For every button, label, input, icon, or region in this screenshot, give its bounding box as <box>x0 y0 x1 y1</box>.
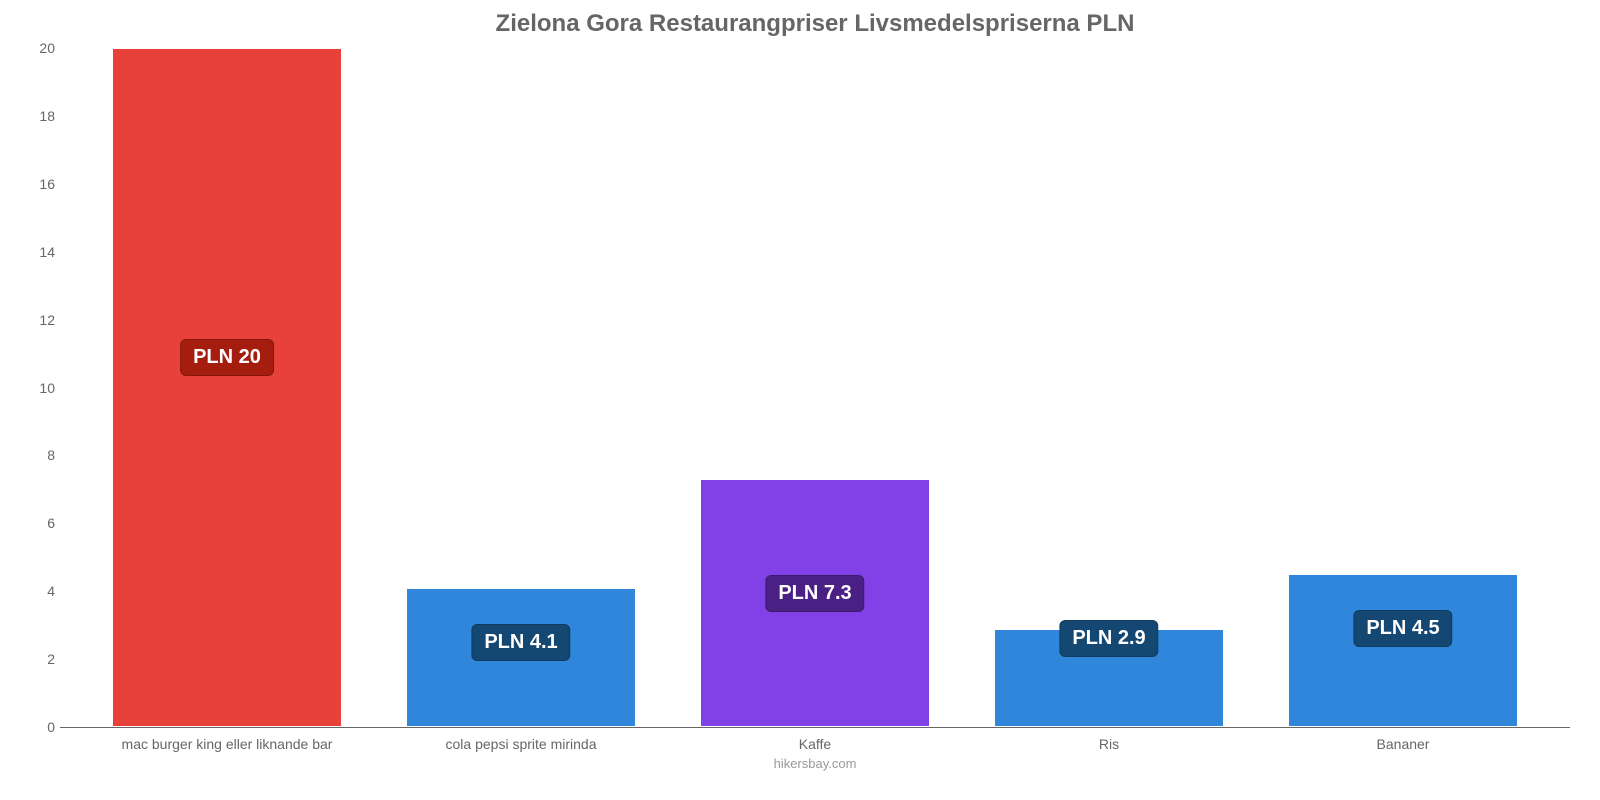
bar-group: PLN 4.5 <box>1256 48 1550 727</box>
attribution-text: hikersbay.com <box>60 756 1570 771</box>
y-tick-label: 12 <box>15 312 55 328</box>
y-tick-label: 8 <box>15 447 55 463</box>
bar-value-label: PLN 4.5 <box>1353 610 1452 647</box>
y-tick-label: 0 <box>15 719 55 735</box>
x-tick-label: mac burger king eller liknande bar <box>80 736 374 752</box>
y-tick-label: 10 <box>15 380 55 396</box>
y-tick-label: 20 <box>15 40 55 56</box>
bar-value-label: PLN 20 <box>180 339 274 376</box>
x-axis-labels: mac burger king eller liknande barcola p… <box>60 728 1570 752</box>
bar: PLN 4.1 <box>406 588 635 727</box>
bar-group: PLN 2.9 <box>962 48 1256 727</box>
x-tick-label: Bananer <box>1256 736 1550 752</box>
chart-title: Zielona Gora Restaurangpriser Livsmedels… <box>60 10 1570 38</box>
bar-value-label: PLN 4.1 <box>471 624 570 661</box>
y-tick-label: 18 <box>15 108 55 124</box>
bar-group: PLN 7.3 <box>668 48 962 727</box>
bar-value-label: PLN 2.9 <box>1059 620 1158 657</box>
plot-area: 02468101214161820 PLN 20PLN 4.1PLN 7.3PL… <box>60 48 1570 728</box>
bar-group: PLN 20 <box>80 48 374 727</box>
chart-container: Zielona Gora Restaurangpriser Livsmedels… <box>0 0 1600 800</box>
y-axis: 02468101214161820 <box>15 48 55 727</box>
bar-value-label: PLN 7.3 <box>765 575 864 612</box>
y-tick-label: 2 <box>15 651 55 667</box>
bar: PLN 20 <box>112 48 341 727</box>
y-tick-label: 4 <box>15 583 55 599</box>
x-tick-label: Kaffe <box>668 736 962 752</box>
x-tick-label: Ris <box>962 736 1256 752</box>
y-tick-label: 6 <box>15 515 55 531</box>
bar-group: PLN 4.1 <box>374 48 668 727</box>
y-tick-label: 16 <box>15 176 55 192</box>
bar: PLN 7.3 <box>700 479 929 727</box>
bar: PLN 2.9 <box>994 629 1223 727</box>
y-tick-label: 14 <box>15 244 55 260</box>
bar: PLN 4.5 <box>1288 574 1517 727</box>
x-tick-label: cola pepsi sprite mirinda <box>374 736 668 752</box>
